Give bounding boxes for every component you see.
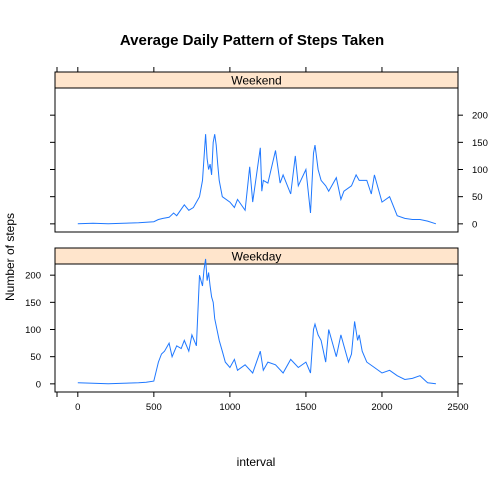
panel-weekend: Weekend 0 50 100 150 200	[50, 71, 488, 233]
x-tick-label: 0	[75, 402, 80, 413]
x-tick-label: 1500	[295, 402, 316, 413]
chart-title: Average Daily Pattern of Steps Taken	[120, 32, 384, 49]
panel-frame	[54, 87, 459, 233]
y-tick-label: 50	[472, 192, 483, 203]
y-tick-label: 150	[472, 138, 488, 149]
y-tick-label: 50	[30, 352, 41, 363]
y-tick-label: 150	[25, 298, 41, 309]
y-tick-label: 100	[25, 325, 41, 336]
x-tick-label: 2000	[371, 402, 392, 413]
x-tick-label: 2500	[447, 402, 468, 413]
y-tick-label: 0	[472, 219, 477, 230]
series-line-weekend	[77, 134, 437, 225]
y-tick-label: 100	[472, 165, 488, 176]
x-tick-label: 500	[146, 402, 162, 413]
y-axis-label: Number of steps	[3, 213, 17, 301]
panel-frame	[54, 247, 459, 393]
strip-label: Weekday	[232, 250, 282, 264]
y-tick-label: 200	[25, 271, 41, 282]
y-tick-label: 200	[472, 111, 488, 122]
x-tick-label: 1000	[219, 402, 240, 413]
strip-label: Weekend	[231, 74, 281, 88]
y-tick-label: 0	[36, 379, 41, 390]
series-line-weekday	[77, 258, 436, 385]
x-axis-label: interval	[237, 455, 276, 469]
panel-weekday: Weekday 0 50 100 150 200	[25, 247, 463, 393]
